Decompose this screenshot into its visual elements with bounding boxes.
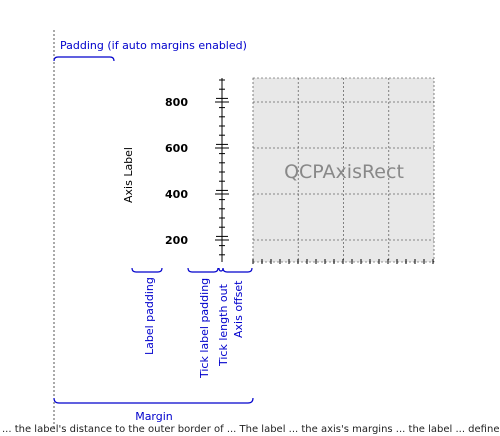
- margin-bracket: [53, 397, 254, 404]
- tick-label-padding-bracket: [187, 267, 219, 273]
- bottom-axis-ticks: [252, 259, 434, 264]
- left-axis-ticks: [215, 79, 229, 256]
- axis-rect-label: QCPAxisRect: [284, 161, 404, 183]
- axis-offset-bracket: [222, 267, 253, 273]
- margin-annotation: Margin: [135, 410, 173, 423]
- tick-label-400: 400: [165, 188, 188, 201]
- tick-length-out-annotation: Tick length out: [217, 283, 230, 367]
- label-padding-annotation: Label padding: [143, 277, 156, 355]
- caption-text: ... the label's distance to the outer bo…: [2, 424, 500, 435]
- tick-label-200: 200: [165, 234, 188, 247]
- axis-offset-annotation: Axis offset: [232, 280, 245, 338]
- axis-rect-grid: [253, 78, 434, 262]
- label-padding-bracket: [131, 267, 163, 273]
- padding-bracket: [53, 56, 115, 62]
- axis-rect: QCPAxisRect: [252, 77, 435, 263]
- padding-annotation: Padding (if auto margins enabled): [60, 39, 247, 52]
- tick-length-out-bracket: [218, 267, 224, 272]
- tick-label-600: 600: [165, 142, 188, 155]
- tick-label-800: 800: [165, 96, 188, 109]
- tick-label-padding-annotation: Tick label padding: [198, 278, 211, 379]
- axis-label: Axis Label: [122, 147, 135, 203]
